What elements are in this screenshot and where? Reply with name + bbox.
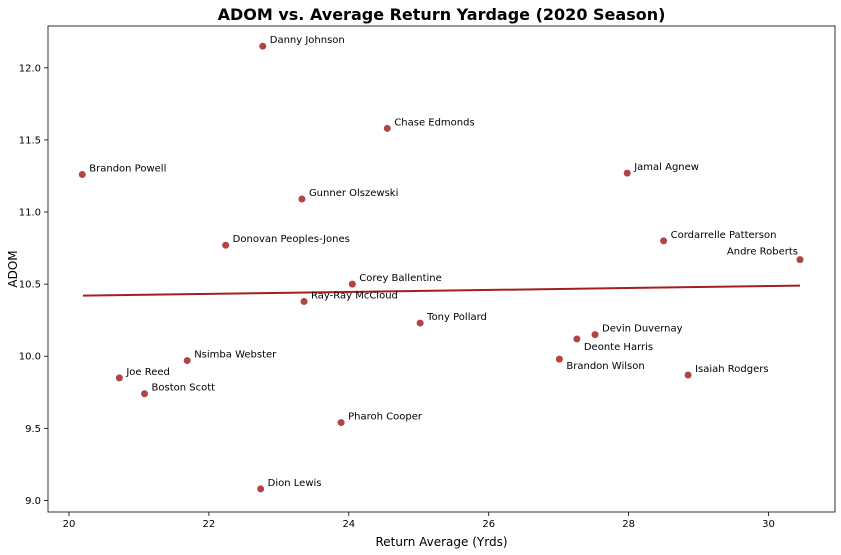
y-tick-label: 10.5 (19, 280, 41, 291)
x-axis-label: Return Average (Yrds) (375, 535, 507, 549)
data-point (141, 390, 149, 398)
y-tick-label: 11.0 (19, 208, 41, 219)
data-point (259, 42, 267, 50)
point-label: Isaiah Rodgers (695, 364, 769, 375)
point-label: Devin Duvernay (602, 324, 683, 335)
y-tick-label: 11.5 (19, 135, 41, 146)
data-point (337, 419, 345, 427)
data-point (796, 256, 804, 264)
data-points (78, 42, 804, 493)
point-label: Brandon Powell (89, 164, 166, 175)
plot-area (47, 25, 836, 513)
data-point (78, 171, 86, 179)
data-point (300, 297, 308, 305)
point-labels: Danny Johnson Chase Edmonds Brandon Powell… (89, 35, 798, 489)
data-point (298, 195, 306, 203)
data-point (183, 357, 191, 365)
point-label: Dion Lewis (268, 478, 322, 489)
data-point (555, 355, 563, 363)
y-tick-label: 12.0 (19, 63, 41, 74)
x-tick-label: 24 (342, 519, 355, 530)
data-point (573, 335, 581, 343)
x-axis-ticks: 20 22 24 26 28 30 (63, 512, 775, 530)
data-point (257, 485, 265, 493)
data-point (591, 331, 599, 339)
point-label: Chase Edmonds (394, 117, 474, 128)
x-tick-label: 28 (622, 519, 635, 530)
point-label: Ray-Ray McCloud (311, 290, 398, 301)
data-point (684, 371, 692, 379)
y-tick-label: 9.5 (25, 424, 41, 435)
y-axis-ticks: 9.0 9.5 10.0 10.5 11.0 11.5 12.0 (19, 63, 48, 507)
point-label: Deonte Harris (584, 342, 653, 353)
data-point (416, 319, 424, 327)
data-point (348, 280, 356, 288)
data-point (383, 124, 391, 132)
trend-line (82, 284, 801, 297)
chart-title: ADOM vs. Average Return Yardage (2020 Se… (218, 5, 666, 24)
point-label: Cordarrelle Patterson (671, 230, 777, 241)
y-tick-label: 10.0 (19, 352, 41, 363)
x-tick-label: 20 (63, 519, 76, 530)
point-label: Tony Pollard (426, 312, 487, 323)
point-label: Corey Ballentine (359, 273, 441, 284)
data-point (623, 169, 631, 177)
y-axis-label: ADOM (6, 250, 20, 287)
point-label: Gunner Olszewski (309, 188, 398, 199)
point-label: Brandon Wilson (566, 361, 644, 372)
y-tick-label: 9.0 (25, 496, 41, 507)
point-label: Nsimba Webster (194, 350, 277, 361)
x-tick-label: 22 (203, 519, 216, 530)
point-label: Danny Johnson (270, 35, 345, 46)
data-point (222, 241, 230, 249)
point-label: Andre Roberts (727, 247, 798, 258)
point-label: Donovan Peoples-Jones (233, 234, 350, 245)
data-point (115, 374, 123, 382)
point-label: Joe Reed (125, 367, 170, 378)
point-label: Pharoh Cooper (348, 412, 423, 423)
data-point (660, 237, 668, 245)
point-label: Boston Scott (152, 383, 216, 394)
x-tick-label: 30 (762, 519, 775, 530)
x-tick-label: 26 (482, 519, 495, 530)
point-label: Jamal Agnew (633, 162, 699, 173)
